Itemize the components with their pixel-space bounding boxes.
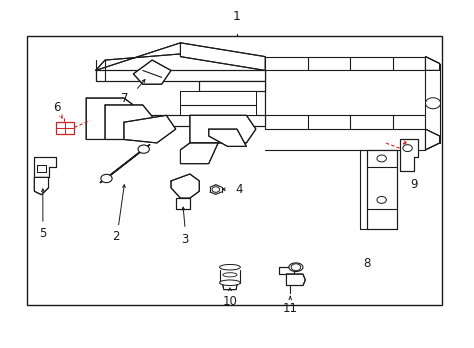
Ellipse shape [289,263,303,271]
Circle shape [212,187,219,192]
Polygon shape [426,57,439,70]
Circle shape [138,145,149,153]
Polygon shape [35,177,48,195]
Polygon shape [286,274,305,285]
Polygon shape [36,165,46,172]
Polygon shape [96,115,265,126]
Polygon shape [400,140,419,171]
Circle shape [377,155,386,162]
Text: 3: 3 [182,233,189,246]
Polygon shape [105,105,157,140]
Polygon shape [181,43,265,70]
Circle shape [403,145,412,152]
Polygon shape [176,198,190,208]
Polygon shape [366,150,397,229]
Polygon shape [279,267,293,274]
Polygon shape [209,129,246,147]
Text: 4: 4 [236,183,243,196]
Text: 10: 10 [222,295,237,308]
Polygon shape [199,81,265,91]
Bar [27,36,442,305]
Polygon shape [181,143,218,164]
Polygon shape [96,70,265,81]
Polygon shape [124,115,176,143]
Circle shape [101,174,112,183]
Text: 2: 2 [113,230,120,243]
Polygon shape [190,115,256,143]
Polygon shape [96,43,190,70]
Text: 5: 5 [39,227,46,240]
Text: 8: 8 [363,257,370,270]
Ellipse shape [219,264,240,270]
Polygon shape [181,91,256,115]
Circle shape [426,98,440,109]
Polygon shape [222,283,237,290]
Ellipse shape [223,273,237,277]
Polygon shape [86,98,133,140]
Text: 9: 9 [410,178,418,191]
Polygon shape [100,145,150,183]
Circle shape [377,196,386,203]
Text: 1: 1 [233,10,241,23]
Text: 11: 11 [283,302,298,315]
Polygon shape [133,60,171,84]
Circle shape [291,264,301,271]
Ellipse shape [219,280,240,285]
Bar [55,122,74,134]
Polygon shape [171,174,199,198]
Text: 7: 7 [121,92,128,104]
Polygon shape [35,157,55,177]
Text: 6: 6 [53,101,61,114]
Polygon shape [426,129,439,150]
